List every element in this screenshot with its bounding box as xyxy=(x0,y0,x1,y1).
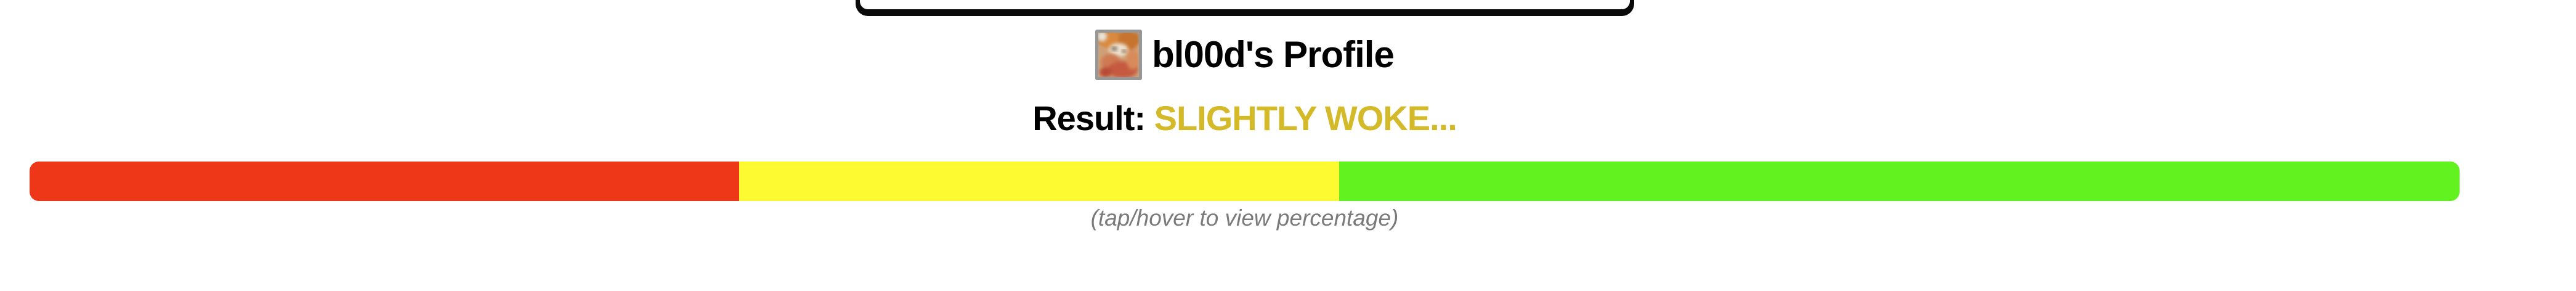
result-meter[interactable] xyxy=(30,162,2460,201)
meter-caption: (tap/hover to view percentage) xyxy=(1090,205,1399,231)
profile-header: bl00d's Profile xyxy=(1095,30,1395,80)
result-value: SLIGHTLY WOKE... xyxy=(1154,99,1457,137)
meter-green-segment[interactable] xyxy=(1339,162,2460,201)
avatar xyxy=(1095,30,1143,80)
quiz-input-box[interactable] xyxy=(855,0,1634,14)
page-title: bl00d's Profile xyxy=(1152,34,1395,75)
page-container: bl00d's Profile Result: SLIGHTLY WOKE...… xyxy=(30,0,2460,229)
avatar-image xyxy=(1098,33,1140,77)
meter-yellow-segment[interactable] xyxy=(739,162,1340,201)
meter-red-segment[interactable] xyxy=(30,162,739,201)
result-line: Result: SLIGHTLY WOKE... xyxy=(1032,101,1457,136)
result-label: Result: xyxy=(1032,99,1146,137)
